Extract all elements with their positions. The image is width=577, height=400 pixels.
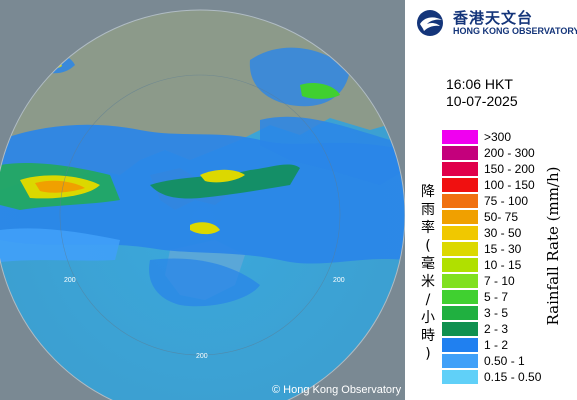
legend-label: 75 - 100 [484, 194, 529, 208]
legend-swatch [442, 242, 478, 256]
legend-label: 50- 75 [484, 210, 519, 224]
legend-swatch [442, 130, 478, 144]
legend-swatch [442, 178, 478, 192]
radar-map: 200 200 200 © Hong Kong Observatory [0, 0, 405, 400]
legend-item: 7 - 10 [442, 273, 577, 289]
date-label: 10-07-2025 [446, 93, 518, 109]
legend-swatch [442, 146, 478, 160]
legend-item: 10 - 15 [442, 257, 577, 273]
legend-panel: 香港天文台 HONG KONG OBSERVATORY 16:06 HKT 10… [405, 0, 577, 400]
legend-swatch [442, 210, 478, 224]
legend-swatch [442, 194, 478, 208]
legend-item: 3 - 5 [442, 305, 577, 321]
legend-swatch [442, 226, 478, 240]
legend-swatch [442, 290, 478, 304]
legend-label: 1 - 2 [484, 338, 509, 352]
legend-swatch [442, 354, 478, 368]
legend-item: 15 - 30 [442, 241, 577, 257]
range-ring-label: 200 [196, 353, 208, 360]
legend-swatch [442, 338, 478, 352]
legend-swatch [442, 162, 478, 176]
organization-name-english: HONG KONG OBSERVATORY [453, 26, 577, 36]
legend-label: 15 - 30 [484, 242, 522, 256]
legend-item: 2 - 3 [442, 321, 577, 337]
legend-item: 100 - 150 [442, 177, 577, 193]
legend-label: 5 - 7 [484, 290, 509, 304]
legend-item: 1 - 2 [442, 337, 577, 353]
radar-range-boundary [0, 9, 405, 400]
legend-title-english: Rainfall Rate (mm/h) [544, 166, 562, 326]
legend-label: 7 - 10 [484, 274, 515, 288]
copyright-notice: © Hong Kong Observatory [272, 384, 402, 396]
rain-echoes [0, 47, 405, 307]
legend-title-chinese: 降 雨 率 ( 毫 米 / 小 時 ) [421, 184, 435, 362]
legend-label: 150 - 200 [484, 162, 535, 176]
legend-swatch [442, 370, 478, 384]
legend-item: 150 - 200 [442, 161, 577, 177]
legend-item: 75 - 100 [442, 193, 577, 209]
legend-swatch [442, 306, 478, 320]
organization-name-chinese: 香港天文台 [453, 9, 534, 27]
legend-swatch [442, 322, 478, 336]
legend-item: 5 - 7 [442, 289, 577, 305]
legend-swatch [442, 258, 478, 272]
radar-map-image: 200 200 200 [0, 0, 405, 400]
range-ring [59, 74, 341, 356]
legend-label: 3 - 5 [484, 306, 509, 320]
legend-label: 10 - 15 [484, 258, 522, 272]
legend-item: 30 - 50 [442, 225, 577, 241]
range-ring-label: 200 [64, 277, 76, 284]
legend-label: >300 [484, 130, 512, 144]
legend-label: 200 - 300 [484, 146, 535, 160]
legend-item: >300 [442, 129, 577, 145]
legend-label: 2 - 3 [484, 322, 509, 336]
legend-label: 0.50 - 1 [484, 354, 525, 368]
legend-label: 100 - 150 [484, 178, 535, 192]
legend-item: 0.50 - 1 [442, 353, 577, 369]
range-ring-label: 200 [333, 277, 345, 284]
time-label: 16:06 HKT [446, 76, 513, 92]
observatory-logo-icon [417, 10, 443, 36]
legend-label: 0.15 - 0.50 [484, 370, 542, 384]
legend-item: 200 - 300 [442, 145, 577, 161]
legend-item: 0.15 - 0.50 [442, 369, 577, 385]
legend-swatch [442, 274, 478, 288]
legend-label: 30 - 50 [484, 226, 522, 240]
legend-item: 50- 75 [442, 209, 577, 225]
